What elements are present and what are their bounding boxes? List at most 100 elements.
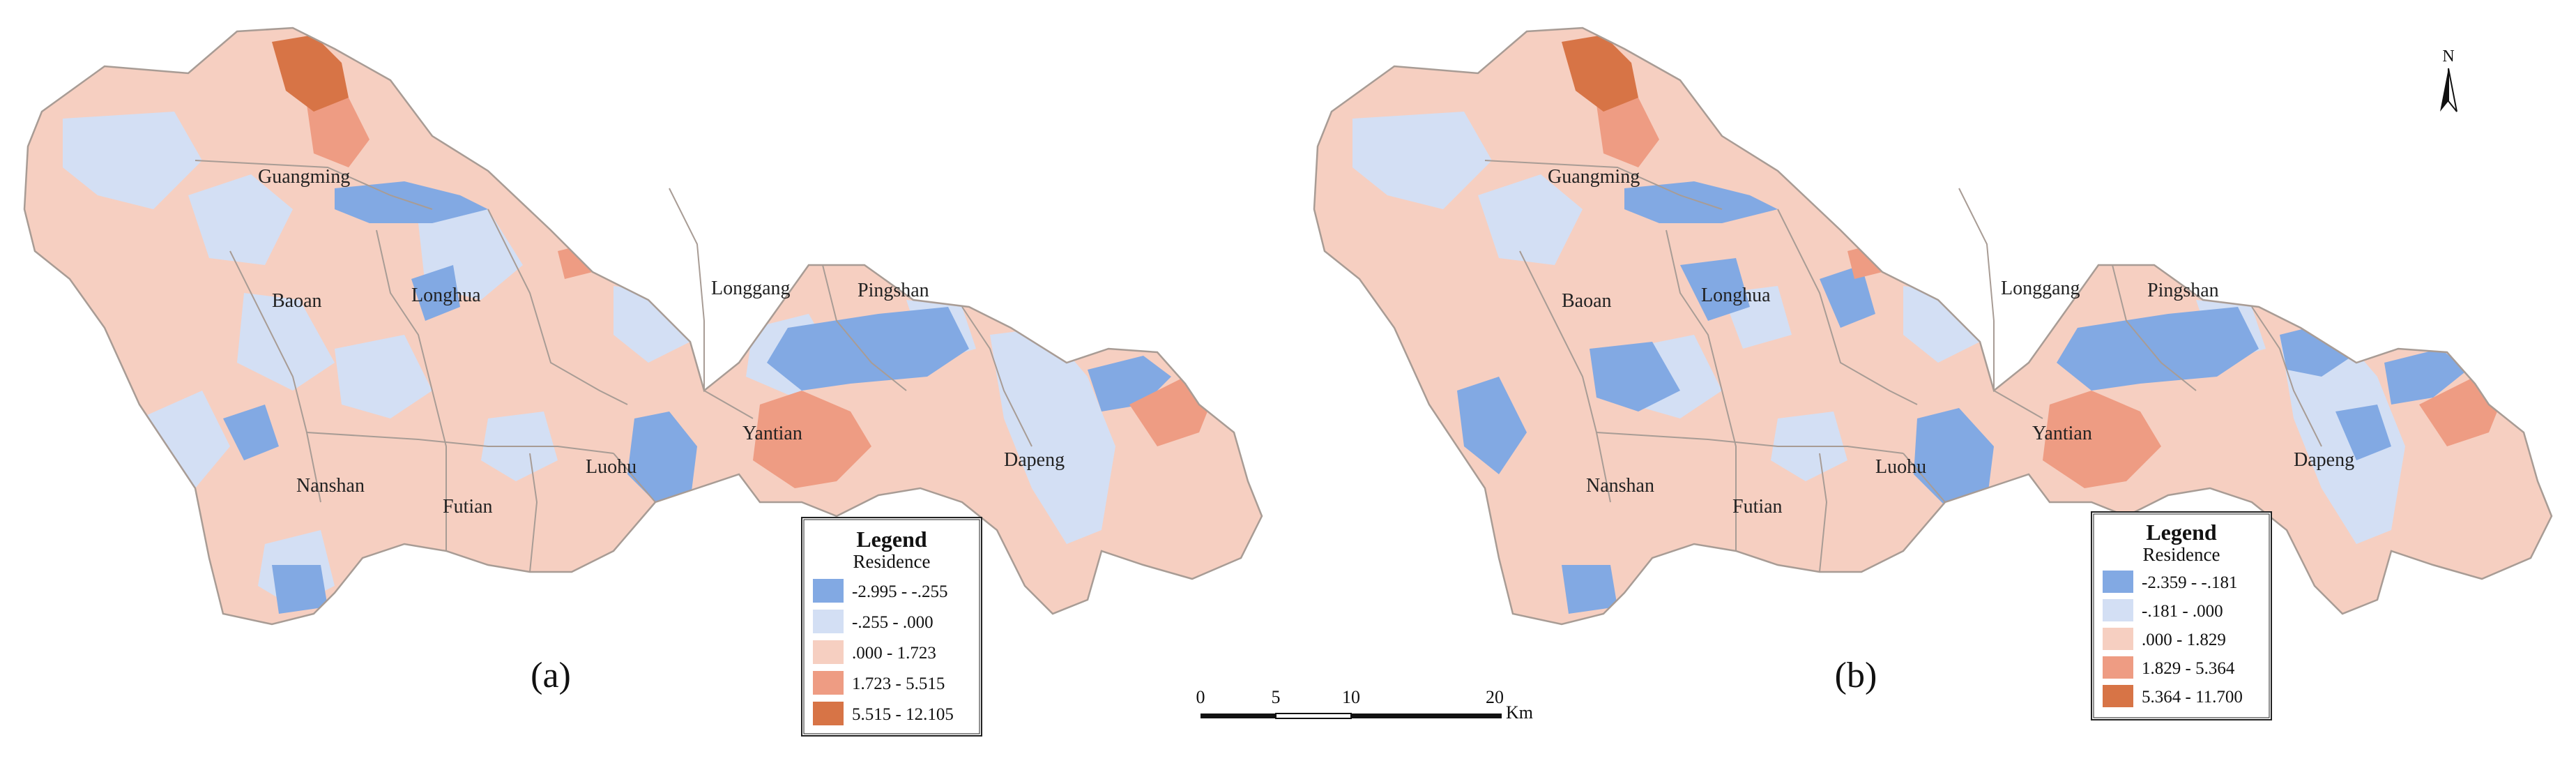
north-label: N (2442, 47, 2454, 66)
district-label-longgang: Longgang (2001, 278, 2080, 299)
map-a-district-boundaries (195, 160, 1032, 573)
map-a-unit-orange (753, 391, 871, 488)
map-a-unit-blue (272, 565, 328, 614)
legend-swatch-4 (813, 671, 844, 695)
legend-swatch-4 (2103, 656, 2133, 679)
district-label-futian: Futian (1732, 496, 1783, 518)
legend-swatch-2 (813, 610, 844, 633)
legend-swatch-3 (813, 640, 844, 664)
scale-tick-0: 0 (1196, 687, 1205, 707)
north-arrow-left-half (2440, 68, 2448, 112)
map-b-legend-subtitle: Residence (2143, 544, 2220, 565)
map-b-unit-blue (1914, 408, 1994, 506)
district-label-longhua: Longhua (1701, 285, 1771, 306)
map-a-unit-blue (885, 174, 962, 265)
map-b-unit-blue (2384, 349, 2468, 405)
district-label-pingshan: Pingshan (858, 280, 929, 301)
map-b-unit-blue (1952, 112, 2078, 209)
legend-swatch-3 (2103, 628, 2133, 650)
map-b-unit-light-blue (1478, 174, 1583, 265)
map-b-unit-light-blue (2280, 328, 2405, 544)
district-label-futian: Futian (443, 496, 493, 518)
district-label-pingshan: Pingshan (2147, 280, 2219, 301)
map-b-unit-blue (2057, 307, 2259, 391)
map-a-unit-light-blue (237, 293, 335, 391)
legend-label-3: .000 - 1.723 (852, 644, 936, 663)
map-a-legend-title: Legend (856, 527, 927, 552)
map-b-unit-blue (1590, 342, 1680, 412)
legend-swatch-5 (2103, 685, 2133, 707)
map-a-outline (23, 27, 1263, 626)
district-label-nanshan: Nanshan (1586, 475, 1654, 497)
legend-label-3: .000 - 1.829 (2142, 631, 2226, 649)
district-label-dapeng: Dapeng (2294, 449, 2354, 471)
district-label-guangming: Guangming (258, 166, 350, 188)
legend-label-5: 5.364 - 11.700 (2142, 688, 2243, 707)
map-b-legend: Legend Residence -2.359 - -.181 -.181 - … (2091, 511, 2272, 720)
map-a-unit-blue (223, 405, 279, 460)
north-arrow-right-half (2448, 68, 2457, 112)
district-label-longgang: Longgang (711, 278, 791, 299)
legend-swatch-1 (2103, 571, 2133, 593)
map-b-district-boundaries (1484, 160, 2322, 573)
scale-bar-segment-3 (1351, 714, 1502, 718)
legend-label-1: -2.995 - -.255 (852, 582, 947, 601)
district-label-yantian: Yantian (2032, 423, 2092, 444)
district-label-luohu: Luohu (586, 456, 637, 478)
map-b-unit-blue (1820, 265, 1875, 328)
map-b-unit-blue (2335, 405, 2391, 460)
map-a-unit-blue (662, 112, 788, 209)
district-label-nanshan: Nanshan (296, 475, 365, 497)
map-a-unit-light-blue (63, 112, 202, 209)
map-b-outline (1313, 27, 2553, 626)
map-b-unit-blue (1562, 565, 1617, 614)
choropleth-map-b: Guangming Baoan Longhua Nanshan Futian L… (1313, 27, 2553, 720)
map-b-unit-blue (2071, 160, 2147, 251)
north-arrow-icon: N (2440, 47, 2457, 112)
map-b-caption: (b) (1835, 656, 1877, 695)
map-a-unit-blue (767, 307, 969, 391)
map-a-unit-dark-orange (272, 35, 349, 112)
map-b-unit-blue (1457, 377, 1527, 474)
scale-tick-10: 10 (1342, 687, 1360, 707)
district-label-luohu: Luohu (1875, 456, 1926, 478)
map-a-legend: Legend Residence -2.995 - -.255 -.255 - … (801, 517, 982, 737)
scale-bar-segment-2 (1275, 713, 1352, 719)
district-label-baoan: Baoan (272, 290, 322, 312)
legend-swatch-5 (813, 702, 844, 725)
map-a-unit-blue (411, 265, 460, 321)
district-label-dapeng: Dapeng (1004, 449, 1065, 471)
legend-swatch-1 (813, 579, 844, 603)
map-a-unit-orange (307, 98, 369, 167)
map-b-legend-title: Legend (2146, 520, 2217, 545)
map-a-unit-light-blue (335, 335, 432, 418)
legend-swatch-2 (2103, 599, 2133, 621)
map-b-unit-orange (1596, 98, 1659, 167)
legend-label-2: -.181 - .000 (2142, 602, 2223, 621)
map-a-legend-inner-frame (803, 519, 980, 734)
legend-label-4: 1.723 - 5.515 (852, 674, 945, 693)
map-a-unit-light-blue (990, 328, 1115, 544)
map-a-caption: (a) (531, 656, 571, 695)
choropleth-map-a: Guangming Baoan Longhua Nanshan Futian L… (23, 27, 1263, 737)
map-b-unit-light-blue (1352, 112, 1492, 209)
map-b-unit-dark-orange (1562, 35, 1638, 112)
legend-label-1: -2.359 - -.181 (2142, 573, 2237, 592)
scale-unit: Km (1506, 702, 1533, 723)
district-label-longhua: Longhua (411, 285, 481, 306)
scale-bar: 0 5 10 20 Km (1196, 687, 1534, 723)
map-a-unit-light-blue (188, 174, 293, 265)
scale-tick-20: 20 (1486, 687, 1504, 707)
map-b-unit-blue (2175, 174, 2252, 265)
legend-label-4: 1.829 - 5.364 (2142, 659, 2235, 678)
map-a-unit-blue (627, 412, 697, 502)
map-b-legend-inner-frame (2093, 513, 2270, 718)
district-label-baoan: Baoan (1562, 290, 1612, 312)
legend-label-5: 5.515 - 12.105 (852, 705, 954, 724)
scale-bar-segment-1 (1201, 714, 1276, 718)
map-b-unit-orange (2043, 391, 2161, 488)
map-a-unit-blue (781, 160, 858, 251)
district-label-yantian: Yantian (742, 423, 802, 444)
legend-label-2: -.255 - .000 (852, 613, 933, 632)
